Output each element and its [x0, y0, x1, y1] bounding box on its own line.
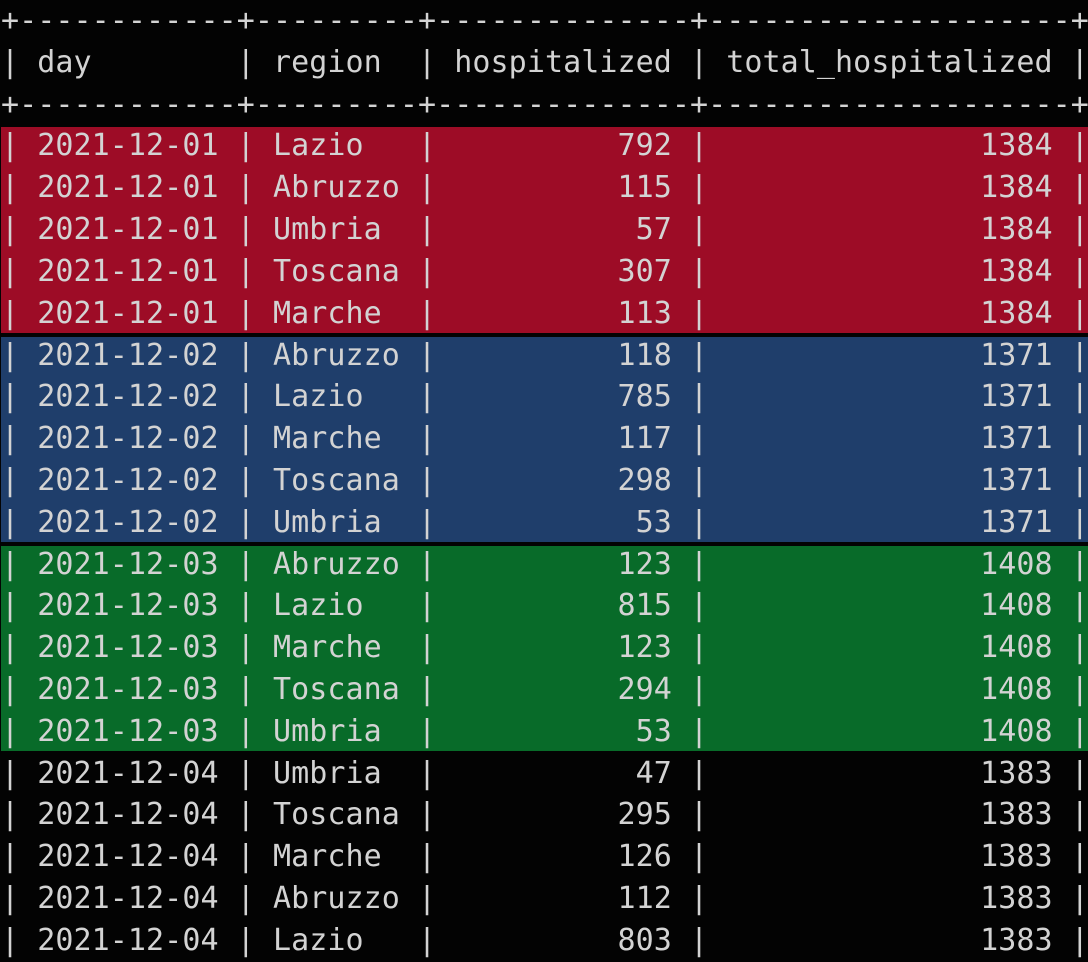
- day-group-2021-12-01: | 2021-12-01 | Lazio | 792 | 1384 | | 202…: [1, 125, 1088, 335]
- table-row: | 2021-12-02 | Marche | 117 | 1371 |: [1, 421, 1088, 457]
- table-row: | 2021-12-04 | Umbria | 47 | 1383 |: [1, 755, 1088, 791]
- table-row: | 2021-12-04 | Lazio | 803 | 1383 |: [1, 922, 1088, 958]
- table-row: | 2021-12-02 | Lazio | 785 | 1371 |: [1, 379, 1088, 415]
- table-top-border-line: +------------+---------+--------------+-…: [1, 3, 1088, 38]
- table-row: | 2021-12-02 | Abruzzo | 118 | 1371 |: [1, 337, 1088, 373]
- table-body: | 2021-12-01 | Lazio | 792 | 1384 | | 202…: [1, 125, 1088, 961]
- table-row: | 2021-12-03 | Toscana | 294 | 1408 |: [1, 672, 1088, 707]
- table-header-separator-line: +------------+---------+--------------+-…: [1, 86, 1088, 122]
- table-row: | 2021-12-03 | Abruzzo | 123 | 1408 |: [1, 546, 1088, 582]
- table-row: | 2021-12-03 | Umbria | 53 | 1408 |: [1, 713, 1088, 749]
- table-row: | 2021-12-02 | Umbria | 53 | 1371 |: [1, 504, 1088, 540]
- table-row: | 2021-12-04 | Toscana | 295 | 1383 |: [1, 797, 1088, 833]
- day-group-2021-12-03: | 2021-12-03 | Abruzzo | 123 | 1408 | | 2…: [1, 543, 1088, 753]
- day-group-2021-12-02: | 2021-12-02 | Abruzzo | 118 | 1371 | | 2…: [1, 334, 1088, 544]
- table-row: | 2021-12-01 | Abruzzo | 115 | 1384 |: [1, 170, 1088, 206]
- table-row: | 2021-12-03 | Lazio | 815 | 1408 |: [1, 588, 1088, 624]
- table-row: | 2021-12-01 | Umbria | 57 | 1384 |: [1, 212, 1088, 248]
- table-row: | 2021-12-03 | Marche | 123 | 1408 |: [1, 630, 1088, 666]
- table-header-line: | day | region | hospitalized | total_ho…: [1, 44, 1088, 80]
- table-row: | 2021-12-01 | Marche | 113 | 1384 |: [1, 295, 1088, 331]
- day-group-2021-12-04: | 2021-12-04 | Umbria | 47 | 1383 | | 202…: [1, 753, 1088, 962]
- table-row: | 2021-12-04 | Marche | 126 | 1383 |: [1, 839, 1088, 875]
- table-row: | 2021-12-01 | Lazio | 792 | 1384 |: [1, 128, 1088, 164]
- table-row: | 2021-12-02 | Toscana | 298 | 1371 |: [1, 462, 1088, 498]
- table-row: | 2021-12-01 | Toscana | 307 | 1384 |: [1, 253, 1088, 289]
- table-row: | 2021-12-04 | Abruzzo | 112 | 1383 |: [1, 881, 1088, 917]
